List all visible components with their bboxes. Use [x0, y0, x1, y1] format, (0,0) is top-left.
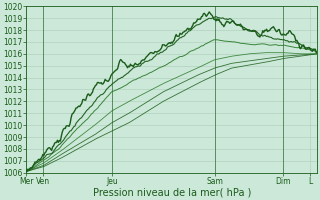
X-axis label: Pression niveau de la mer( hPa ): Pression niveau de la mer( hPa ) — [92, 187, 251, 197]
